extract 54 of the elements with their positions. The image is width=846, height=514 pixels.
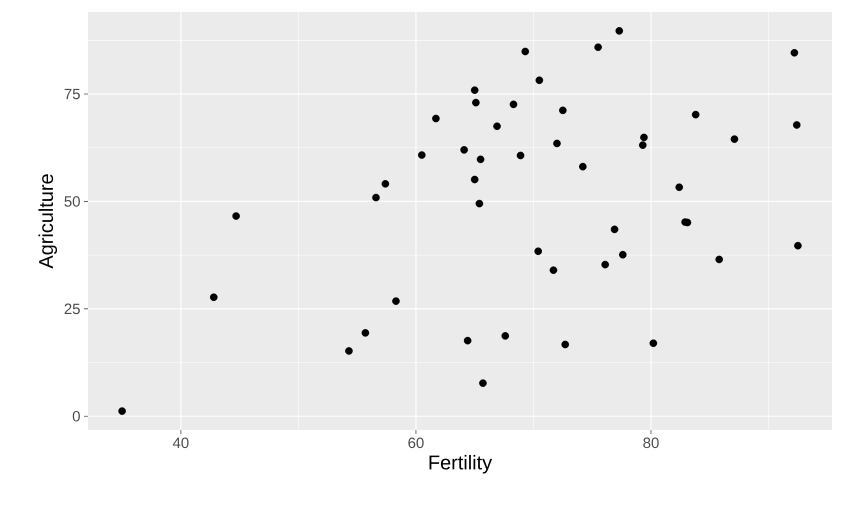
point bbox=[650, 339, 658, 348]
y-tick-label: 25 bbox=[64, 304, 80, 314]
x-axis-title: Fertility bbox=[430, 454, 492, 474]
point bbox=[476, 156, 484, 164]
point bbox=[516, 152, 524, 160]
y-tick-label: 0 bbox=[72, 410, 80, 422]
point bbox=[510, 100, 518, 108]
point bbox=[550, 266, 558, 274]
point bbox=[470, 176, 478, 184]
point bbox=[730, 135, 738, 143]
point bbox=[619, 250, 627, 259]
point bbox=[476, 200, 484, 208]
point bbox=[479, 379, 487, 387]
y-tick-label: 50 bbox=[64, 196, 80, 207]
point bbox=[640, 134, 648, 142]
point bbox=[382, 180, 390, 188]
point bbox=[692, 110, 700, 118]
point bbox=[362, 329, 370, 337]
point bbox=[559, 106, 567, 114]
point bbox=[715, 256, 723, 264]
point bbox=[493, 122, 501, 130]
point bbox=[345, 347, 353, 355]
point bbox=[610, 226, 618, 234]
point bbox=[553, 140, 561, 148]
point bbox=[372, 194, 380, 202]
x-tick-label: 60 bbox=[408, 438, 424, 448]
point bbox=[794, 242, 802, 250]
point bbox=[418, 151, 426, 159]
point bbox=[792, 121, 801, 129]
x-tick-label: 40 bbox=[172, 438, 189, 448]
point bbox=[210, 293, 218, 302]
point bbox=[561, 340, 570, 348]
point bbox=[536, 76, 544, 84]
point bbox=[460, 146, 468, 154]
point bbox=[464, 336, 472, 344]
point bbox=[615, 27, 624, 35]
y-tick-label: 75 bbox=[64, 88, 80, 100]
point bbox=[638, 141, 647, 149]
point bbox=[601, 260, 609, 268]
point bbox=[392, 297, 400, 305]
point bbox=[790, 48, 798, 57]
point bbox=[534, 247, 542, 256]
point bbox=[232, 212, 240, 220]
point bbox=[675, 183, 684, 192]
x-tick-label: 80 bbox=[643, 438, 659, 448]
point bbox=[594, 43, 602, 52]
point bbox=[470, 86, 478, 94]
point bbox=[432, 114, 440, 122]
point bbox=[521, 48, 530, 56]
point bbox=[501, 332, 510, 340]
point bbox=[579, 162, 587, 170]
y-axis-title: Agriculture bbox=[38, 174, 58, 269]
point bbox=[118, 407, 126, 415]
point bbox=[472, 98, 480, 106]
